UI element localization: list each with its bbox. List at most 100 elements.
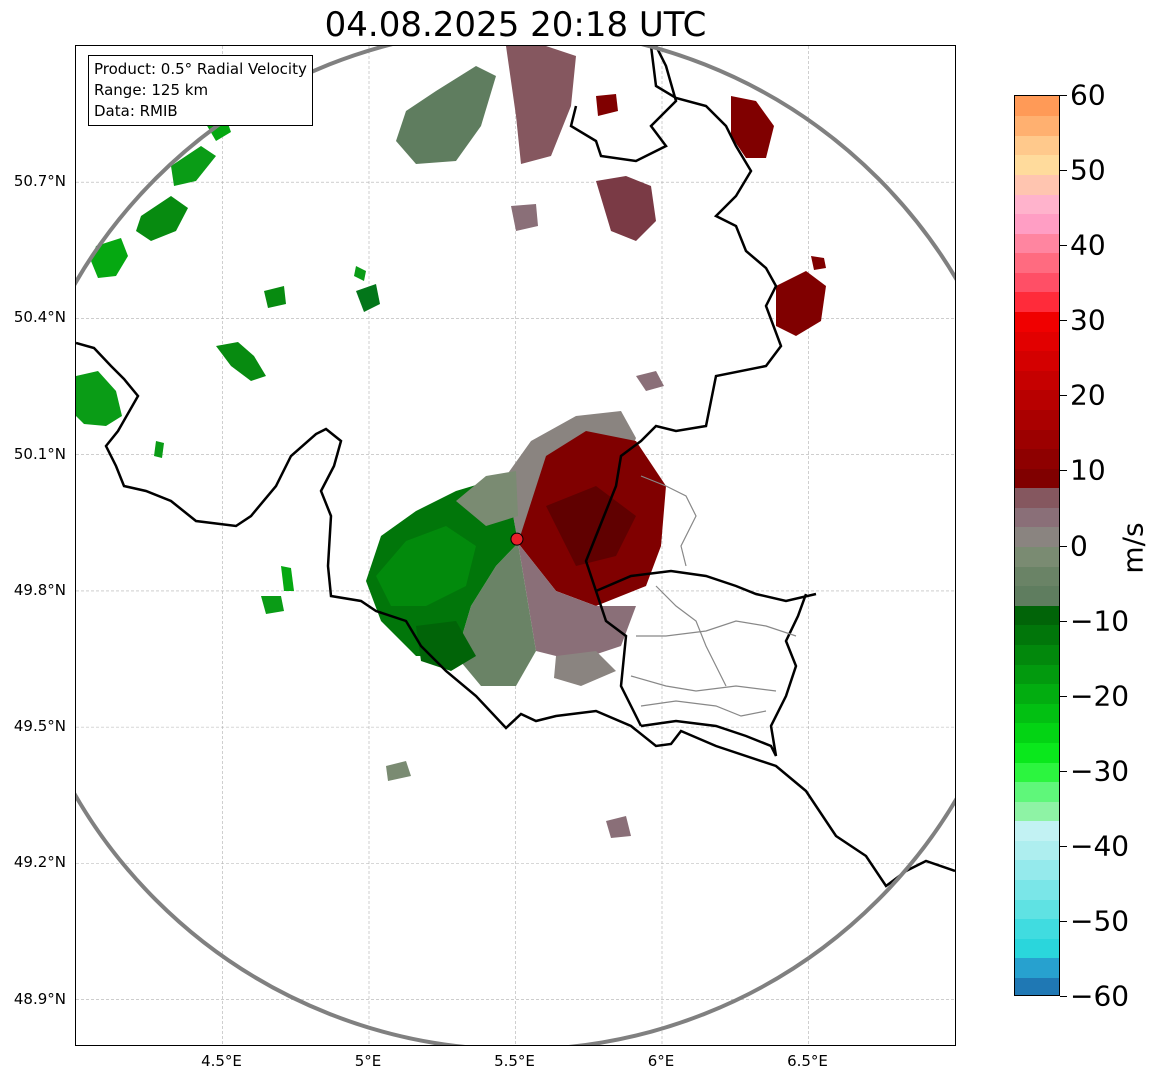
colorbar-segment	[1015, 487, 1059, 508]
colorbar-segment	[1015, 115, 1059, 136]
lat-tick-label: 50.1°N	[13, 444, 66, 463]
colorbar-tick-label: 10	[1070, 453, 1106, 487]
info-range: Range: 125 km	[94, 81, 209, 99]
colorbar-tick-label: 0	[1070, 529, 1088, 562]
country-borders	[76, 46, 955, 888]
colorbar-tick-label: −10	[1070, 604, 1130, 638]
colorbar-segment	[1015, 448, 1059, 469]
colorbar-tick-mark	[1060, 620, 1067, 622]
colorbar-tick-mark	[1060, 920, 1067, 922]
lat-tick-label: 48.9°N	[13, 989, 66, 1008]
colorbar-segment	[1015, 644, 1059, 665]
colorbar-tick-label: −20	[1070, 679, 1130, 713]
echo-cell	[606, 816, 631, 838]
echo-cell	[396, 66, 496, 164]
colorbar-tick-mark	[1060, 695, 1067, 697]
colorbar-segment	[1015, 683, 1059, 704]
colorbar-segment	[1015, 899, 1059, 920]
colorbar-segment	[1015, 664, 1059, 685]
colorbar-segment	[1015, 154, 1059, 175]
info-box: Product: 0.5° Radial Velocity Range: 125…	[88, 55, 313, 126]
echo-cell	[596, 94, 618, 116]
colorbar-segment	[1015, 409, 1059, 430]
national-border	[76, 341, 955, 888]
colorbar-segment	[1015, 801, 1059, 822]
colorbar-segment	[1015, 507, 1059, 528]
colorbar-tick-label: 40	[1070, 228, 1106, 262]
colorbar-tick-mark	[1060, 320, 1067, 322]
colorbar-tick-label: 20	[1070, 378, 1106, 412]
colorbar	[1014, 95, 1060, 996]
echo-cell	[386, 761, 411, 781]
colorbar-segment	[1015, 233, 1059, 254]
echo-cell	[554, 651, 616, 686]
colorbar-tick-mark	[1060, 845, 1067, 847]
echo-cell	[354, 266, 366, 281]
national-border	[595, 569, 817, 603]
colorbar-tick-label: 30	[1070, 303, 1106, 337]
colorbar-segment	[1015, 193, 1059, 215]
colorbar-segment	[1015, 761, 1059, 783]
lon-tick-label: 6°E	[647, 1052, 675, 1070]
colorbar-tick-mark	[1060, 996, 1067, 997]
echo-cell	[136, 196, 188, 241]
lat-tick-label: 50.4°N	[13, 308, 66, 327]
colorbar-segment	[1015, 370, 1059, 391]
colorbar-segment	[1015, 350, 1059, 371]
echo-cell	[216, 342, 266, 381]
lon-tick-label: 5.5°E	[494, 1052, 535, 1070]
radar-map	[75, 45, 956, 1046]
colorbar-tick-mark	[1060, 470, 1067, 472]
colorbar-segment	[1015, 703, 1059, 724]
colorbar-segment	[1015, 389, 1059, 410]
colorbar-tick-label: 50	[1070, 153, 1106, 187]
echo-cell	[356, 284, 380, 312]
colorbar-tick-label: 60	[1070, 78, 1106, 112]
colorbar-tick-mark	[1060, 170, 1067, 172]
echo-cell	[776, 271, 826, 336]
colorbar-segment	[1015, 977, 1059, 995]
colorbar-segment	[1015, 918, 1059, 939]
colorbar-segment	[1015, 938, 1059, 959]
colorbar-tick-label: −40	[1070, 829, 1130, 863]
colorbar-tick-mark	[1060, 245, 1067, 247]
colorbar-tick-mark	[1060, 545, 1067, 547]
echo-cell	[264, 286, 286, 308]
colorbar-segment	[1015, 624, 1059, 646]
colorbar-tick-mark	[1060, 770, 1067, 772]
colorbar-unit-label: m/s	[1116, 522, 1150, 574]
echo-cell	[518, 543, 636, 661]
colorbar-tick-mark	[1060, 395, 1067, 397]
colorbar-segment	[1015, 722, 1059, 743]
echo-cell	[596, 176, 656, 241]
national-border	[569, 46, 678, 163]
colorbar-segment	[1015, 879, 1059, 900]
echo-cell	[546, 486, 636, 566]
colorbar-tick-label: −50	[1070, 904, 1130, 938]
radar-map-canvas	[76, 46, 955, 1045]
info-product: Product: 0.5° Radial Velocity	[94, 60, 307, 78]
echo-cell	[456, 543, 536, 686]
colorbar-segment	[1015, 840, 1059, 861]
national-border	[640, 593, 808, 757]
colorbar-segment	[1015, 546, 1059, 567]
colorbar-segment	[1015, 272, 1059, 293]
colorbar-segment	[1015, 742, 1059, 763]
echo-cell	[416, 621, 476, 671]
lon-tick-label: 5°E	[354, 1052, 382, 1070]
colorbar-segment	[1015, 252, 1059, 273]
colorbar-segment	[1015, 781, 1059, 802]
echo-cell	[511, 204, 538, 231]
colorbar-segment	[1015, 311, 1059, 332]
colorbar-segment	[1015, 213, 1059, 234]
colorbar-segment	[1015, 585, 1059, 606]
colorbar-segment	[1015, 605, 1059, 626]
echo-cell	[636, 371, 664, 391]
admin-border	[630, 475, 797, 717]
colorbar-segment	[1015, 526, 1059, 548]
lat-tick-label: 50.7°N	[13, 172, 66, 191]
lon-tick-label: 6.5°E	[787, 1052, 828, 1070]
colorbar-segment	[1015, 96, 1059, 117]
radar-site-marker	[510, 532, 524, 546]
colorbar-segment	[1015, 331, 1059, 352]
